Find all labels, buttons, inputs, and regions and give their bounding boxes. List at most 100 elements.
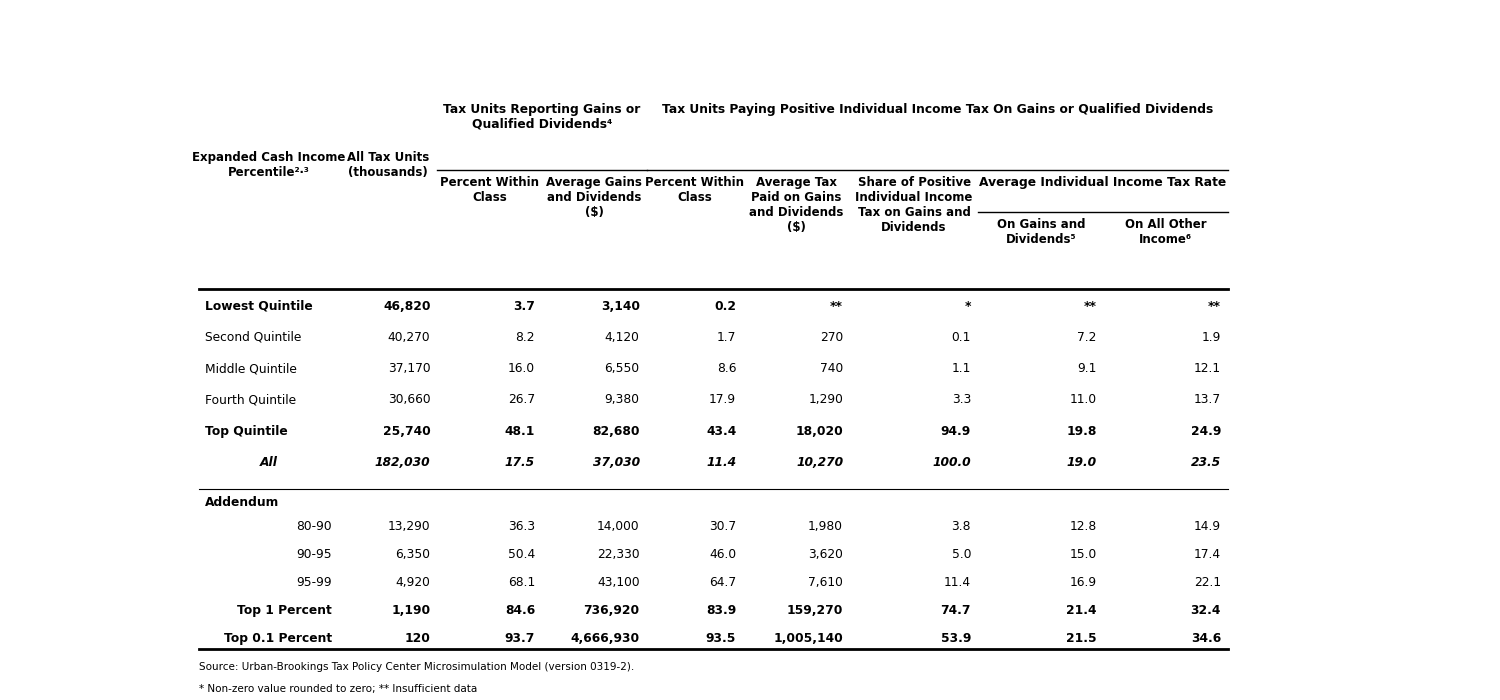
- Text: 6,550: 6,550: [604, 362, 639, 375]
- Text: 17.4: 17.4: [1194, 547, 1221, 561]
- Text: **: **: [1208, 300, 1221, 313]
- Text: *: *: [964, 300, 970, 313]
- Text: 120: 120: [405, 631, 430, 645]
- Text: 37,170: 37,170: [388, 362, 430, 375]
- Text: 4,120: 4,120: [604, 331, 639, 344]
- Text: 46.0: 46.0: [710, 547, 736, 561]
- Text: 82,680: 82,680: [592, 425, 639, 438]
- Text: 11.4: 11.4: [944, 575, 970, 589]
- Text: Addendum: Addendum: [206, 496, 279, 510]
- Text: 9.1: 9.1: [1077, 362, 1096, 375]
- Text: 0.2: 0.2: [714, 300, 736, 313]
- Text: Top 0.1 Percent: Top 0.1 Percent: [224, 631, 332, 645]
- Text: 48.1: 48.1: [504, 425, 536, 438]
- Text: 1,190: 1,190: [392, 603, 430, 617]
- Text: 74.7: 74.7: [940, 603, 970, 617]
- Text: 8.6: 8.6: [717, 362, 736, 375]
- Text: 80-90: 80-90: [296, 519, 332, 533]
- Text: 93.5: 93.5: [706, 631, 736, 645]
- Text: 15.0: 15.0: [1070, 547, 1096, 561]
- Text: 68.1: 68.1: [509, 575, 536, 589]
- Text: On Gains and
Dividends⁵: On Gains and Dividends⁵: [996, 218, 1084, 246]
- Text: * Non-zero value rounded to zero; ** Insufficient data: * Non-zero value rounded to zero; ** Ins…: [200, 684, 477, 694]
- Text: 3,140: 3,140: [600, 300, 639, 313]
- Text: 32.4: 32.4: [1191, 603, 1221, 617]
- Text: 16.9: 16.9: [1070, 575, 1096, 589]
- Text: 95-99: 95-99: [296, 575, 332, 589]
- Text: 22,330: 22,330: [597, 547, 639, 561]
- Text: 1.7: 1.7: [717, 331, 736, 344]
- Text: 34.6: 34.6: [1191, 631, 1221, 645]
- Text: 50.4: 50.4: [509, 547, 536, 561]
- Text: 22.1: 22.1: [1194, 575, 1221, 589]
- Text: 83.9: 83.9: [706, 603, 736, 617]
- Text: 30,660: 30,660: [388, 393, 430, 407]
- Text: 10,270: 10,270: [796, 456, 843, 469]
- Text: 1,290: 1,290: [808, 393, 843, 407]
- Text: 270: 270: [821, 331, 843, 344]
- Text: 14,000: 14,000: [597, 519, 639, 533]
- Text: 11.0: 11.0: [1070, 393, 1096, 407]
- Text: 7,610: 7,610: [808, 575, 843, 589]
- Text: Tax Units Reporting Gains or
Qualified Dividends⁴: Tax Units Reporting Gains or Qualified D…: [444, 103, 640, 131]
- Text: All Tax Units
(thousands): All Tax Units (thousands): [346, 151, 429, 179]
- Text: Middle Quintile: Middle Quintile: [206, 362, 297, 375]
- Text: 64.7: 64.7: [710, 575, 736, 589]
- Text: Percent Within
Class: Percent Within Class: [441, 176, 540, 204]
- Text: 3,620: 3,620: [808, 547, 843, 561]
- Text: 23.5: 23.5: [1191, 456, 1221, 469]
- Text: 12.8: 12.8: [1070, 519, 1096, 533]
- Text: 3.8: 3.8: [951, 519, 970, 533]
- Text: 30.7: 30.7: [710, 519, 736, 533]
- Text: 100.0: 100.0: [933, 456, 970, 469]
- Text: 84.6: 84.6: [506, 603, 536, 617]
- Text: 1.1: 1.1: [951, 362, 970, 375]
- Text: Percent Within
Class: Percent Within Class: [645, 176, 744, 204]
- Text: 13.7: 13.7: [1194, 393, 1221, 407]
- Text: 93.7: 93.7: [504, 631, 536, 645]
- Text: Average Tax
Paid on Gains
and Dividends
($): Average Tax Paid on Gains and Dividends …: [750, 176, 844, 234]
- Text: 43.4: 43.4: [706, 425, 736, 438]
- Text: 11.4: 11.4: [706, 456, 736, 469]
- Text: Second Quintile: Second Quintile: [206, 331, 302, 344]
- Text: 4,920: 4,920: [396, 575, 430, 589]
- Text: 182,030: 182,030: [375, 456, 430, 469]
- Text: 159,270: 159,270: [788, 603, 843, 617]
- Text: 4,666,930: 4,666,930: [570, 631, 639, 645]
- Text: Tax Units Paying Positive Individual Income Tax On Gains or Qualified Dividends: Tax Units Paying Positive Individual Inc…: [662, 103, 1214, 116]
- Text: **: **: [830, 300, 843, 313]
- Text: 736,920: 736,920: [584, 603, 639, 617]
- Text: 19.8: 19.8: [1066, 425, 1096, 438]
- Text: 1,980: 1,980: [808, 519, 843, 533]
- Text: **: **: [1083, 300, 1096, 313]
- Text: 12.1: 12.1: [1194, 362, 1221, 375]
- Text: 1,005,140: 1,005,140: [774, 631, 843, 645]
- Text: Share of Positive
Individual Income
Tax on Gains and
Dividends: Share of Positive Individual Income Tax …: [855, 176, 972, 234]
- Text: 3.3: 3.3: [951, 393, 970, 407]
- Text: 17.5: 17.5: [506, 456, 536, 469]
- Text: 19.0: 19.0: [1066, 456, 1096, 469]
- Text: Expanded Cash Income
Percentile²‧³: Expanded Cash Income Percentile²‧³: [192, 151, 345, 179]
- Text: 17.9: 17.9: [710, 393, 736, 407]
- Text: 5.0: 5.0: [951, 547, 970, 561]
- Text: Top Quintile: Top Quintile: [206, 425, 288, 438]
- Text: Average Gains
and Dividends
($): Average Gains and Dividends ($): [546, 176, 642, 218]
- Text: 26.7: 26.7: [509, 393, 536, 407]
- Text: 3.7: 3.7: [513, 300, 535, 313]
- Text: 18,020: 18,020: [795, 425, 843, 438]
- Text: 25,740: 25,740: [382, 425, 430, 438]
- Text: 37,030: 37,030: [592, 456, 639, 469]
- Text: Average Individual Income Tax Rate: Average Individual Income Tax Rate: [980, 176, 1227, 188]
- Text: All: All: [260, 456, 278, 469]
- Text: 21.4: 21.4: [1066, 603, 1096, 617]
- Text: 7.2: 7.2: [1077, 331, 1096, 344]
- Text: Fourth Quintile: Fourth Quintile: [206, 393, 296, 407]
- Text: 13,290: 13,290: [388, 519, 430, 533]
- Text: Source: Urban-Brookings Tax Policy Center Microsimulation Model (version 0319-2): Source: Urban-Brookings Tax Policy Cente…: [200, 662, 634, 672]
- Text: 740: 740: [821, 362, 843, 375]
- Text: 21.5: 21.5: [1066, 631, 1096, 645]
- Text: 6,350: 6,350: [396, 547, 430, 561]
- Text: 94.9: 94.9: [940, 425, 970, 438]
- Text: 24.9: 24.9: [1191, 425, 1221, 438]
- Text: 0.1: 0.1: [951, 331, 970, 344]
